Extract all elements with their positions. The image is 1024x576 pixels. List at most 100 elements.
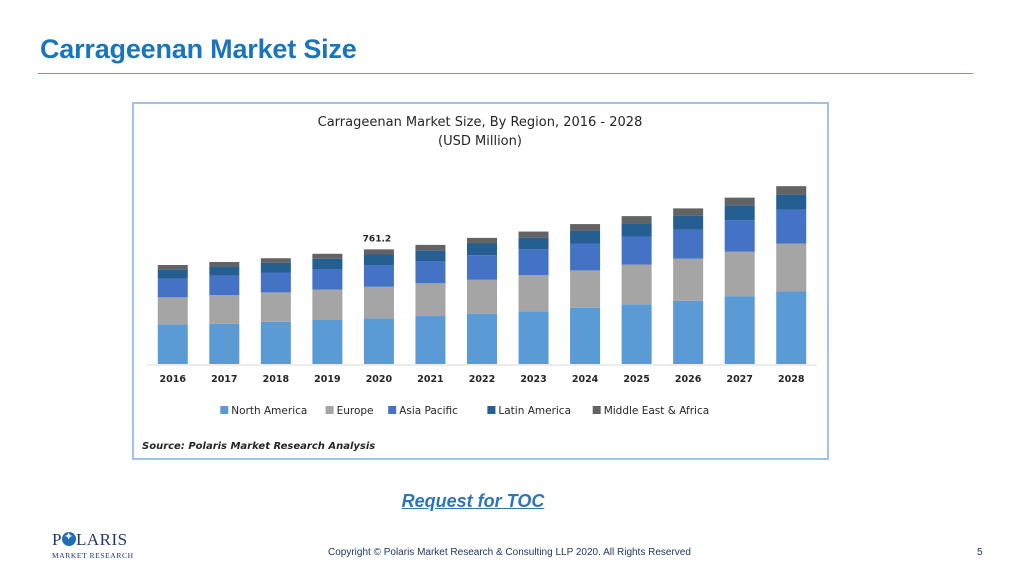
bar-2028-series-2 bbox=[776, 209, 807, 244]
bar-2017-series-3 bbox=[209, 266, 240, 276]
bar-2018-series-4 bbox=[260, 258, 291, 263]
x-tick-labels: 2016 2017 2018 2019 2020 2021 2022 2023 2024 2025… bbox=[160, 374, 805, 385]
x-tick-label-2024: 2024 bbox=[572, 374, 599, 385]
bar-2018-series-1 bbox=[260, 292, 291, 322]
legend-label-0: North America bbox=[231, 405, 307, 417]
bar-2025-series-3 bbox=[621, 223, 652, 237]
bar-2020-series-3 bbox=[363, 254, 394, 266]
legend-swatch-0 bbox=[220, 406, 229, 414]
bar-2022-series-0 bbox=[467, 313, 497, 364]
bar-2021-series-2 bbox=[415, 261, 446, 284]
bar-2024-series-3 bbox=[570, 230, 601, 244]
logo-wordmark: P LARIS bbox=[52, 530, 128, 550]
legend-label-1: Europe bbox=[337, 405, 374, 417]
bar-2021-series-0 bbox=[415, 316, 446, 364]
bar-2016-series-3 bbox=[157, 269, 188, 279]
bar-2020-series-1 bbox=[363, 286, 394, 319]
bar-2023-series-2 bbox=[518, 249, 549, 276]
x-tick-label-2027: 2027 bbox=[726, 374, 752, 385]
legend-swatch-3 bbox=[487, 406, 496, 414]
bar-2025-series-1 bbox=[621, 264, 652, 305]
polaris-logo: P LARIS MARKET RESEARCH bbox=[52, 530, 134, 562]
logo-star-icon bbox=[61, 530, 76, 546]
bar-2028-series-3 bbox=[776, 194, 807, 210]
bar-2023-series-4 bbox=[518, 231, 549, 238]
bar-2019-series-2 bbox=[312, 269, 343, 290]
x-tick-label-2019: 2019 bbox=[314, 374, 340, 385]
legend-swatch-1 bbox=[325, 406, 334, 414]
bar-2017-series-0 bbox=[209, 323, 240, 364]
slide-title: Carrageenan Market Size bbox=[40, 34, 357, 64]
legend-swatch-2 bbox=[388, 406, 397, 414]
bar-2023-series-1 bbox=[518, 275, 549, 312]
bar-2022-series-4 bbox=[467, 237, 497, 244]
stacked-bar-chart: Carrageenan Market Size, By Region, 2016… bbox=[142, 115, 817, 452]
bar-2024-series-1 bbox=[570, 270, 601, 308]
bar-2027-series-1 bbox=[724, 251, 755, 297]
bar-2018-series-0 bbox=[260, 321, 291, 364]
request-toc-link[interactable]: Request for TOC bbox=[401, 491, 545, 511]
x-tick-label-2028: 2028 bbox=[778, 374, 805, 385]
bar-2027-series-3 bbox=[724, 205, 755, 221]
bar-2016-series-1 bbox=[157, 297, 188, 325]
x-tick-label-2017: 2017 bbox=[211, 374, 237, 385]
chart-source: Source: Polaris Market Research Analysis bbox=[142, 441, 375, 452]
bar-2026-series-2 bbox=[673, 229, 704, 259]
bar-2027-series-0 bbox=[724, 296, 755, 364]
bar-2028-series-0 bbox=[776, 291, 807, 364]
legend-swatch-4 bbox=[592, 406, 601, 414]
bar-2019-series-3 bbox=[312, 258, 343, 269]
bar-2022-series-3 bbox=[467, 243, 497, 256]
bar-2027-series-4 bbox=[724, 197, 755, 206]
bar-2021-series-3 bbox=[415, 250, 446, 262]
bar-2022-series-2 bbox=[467, 255, 497, 280]
title-divider bbox=[38, 73, 973, 74]
legend: North America Europe Asia Pacific Latin Ame… bbox=[220, 405, 709, 417]
bar-2018-series-3 bbox=[260, 262, 291, 273]
bar-2025-series-2 bbox=[621, 236, 652, 265]
bar-2022-series-1 bbox=[467, 279, 497, 314]
page-number: 5 bbox=[977, 547, 983, 558]
x-tick-label-2022: 2022 bbox=[469, 374, 495, 385]
x-tick-label-2023: 2023 bbox=[520, 374, 546, 385]
bar-2019-series-1 bbox=[312, 289, 343, 321]
bar-2017-series-1 bbox=[209, 295, 240, 324]
bar-2021-series-1 bbox=[415, 283, 446, 317]
bar-2024-series-0 bbox=[570, 307, 601, 364]
bar-2026-series-3 bbox=[673, 215, 704, 230]
legend-label-4: Middle East & Africa bbox=[604, 405, 710, 417]
chart-subtitle: (USD Million) bbox=[438, 134, 522, 149]
legend-label-2: Asia Pacific bbox=[399, 405, 458, 417]
bars-group bbox=[157, 186, 807, 364]
bar-2026-series-0 bbox=[673, 300, 704, 364]
x-tick-label-2016: 2016 bbox=[160, 374, 187, 385]
data-label-2020: 761.2 bbox=[363, 234, 391, 244]
bar-2028-series-1 bbox=[776, 243, 807, 292]
x-tick-label-2021: 2021 bbox=[417, 374, 443, 385]
legend-label-3: Latin America bbox=[498, 405, 571, 417]
bar-2027-series-2 bbox=[724, 220, 755, 252]
bar-2019-series-4 bbox=[312, 253, 343, 259]
bar-2018-series-2 bbox=[260, 272, 291, 293]
logo-letters-laris: LARIS bbox=[75, 530, 128, 549]
bar-2025-series-0 bbox=[621, 304, 652, 364]
chart-title: Carrageenan Market Size, By Region, 2016… bbox=[318, 115, 643, 130]
bar-2023-series-0 bbox=[518, 311, 549, 364]
bar-2019-series-0 bbox=[312, 320, 343, 364]
x-tick-label-2020: 2020 bbox=[366, 374, 393, 385]
bar-2024-series-2 bbox=[570, 243, 601, 271]
copyright-text: Copyright © Polaris Market Research & Co… bbox=[328, 547, 691, 558]
bar-2026-series-4 bbox=[673, 208, 704, 216]
bar-2023-series-3 bbox=[518, 237, 549, 250]
bar-2026-series-1 bbox=[673, 258, 704, 301]
logo-subtitle: MARKET RESEARCH bbox=[52, 551, 134, 560]
bar-2016-series-0 bbox=[157, 324, 188, 364]
bar-2028-series-4 bbox=[776, 186, 807, 195]
x-tick-label-2018: 2018 bbox=[263, 374, 290, 385]
x-tick-label-2025: 2025 bbox=[623, 374, 649, 385]
bar-2020-series-2 bbox=[363, 265, 394, 287]
bar-2016-series-2 bbox=[157, 278, 188, 298]
x-tick-label-2026: 2026 bbox=[675, 374, 702, 385]
bar-2024-series-4 bbox=[570, 224, 601, 231]
bar-2021-series-4 bbox=[415, 244, 446, 251]
